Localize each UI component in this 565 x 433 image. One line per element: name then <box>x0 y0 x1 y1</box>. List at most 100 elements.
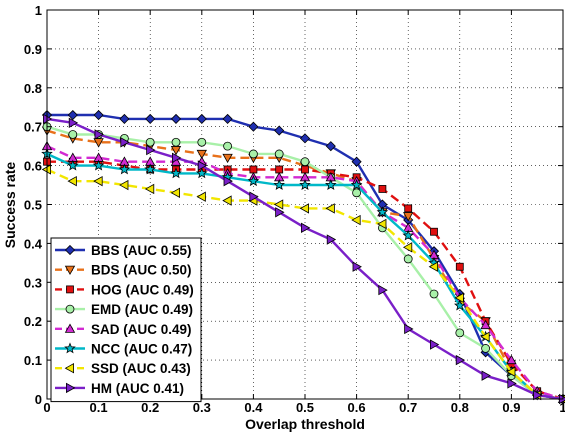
x-axis-title: Overlap threshold <box>245 416 365 432</box>
data-point <box>93 175 103 187</box>
data-point <box>430 227 438 236</box>
legend-item: SSD (AUC 0.43) <box>55 361 191 376</box>
data-point <box>146 144 156 156</box>
data-point <box>352 261 362 272</box>
data-point <box>429 289 439 299</box>
data-point <box>196 113 207 124</box>
data-point <box>68 117 79 128</box>
data-point <box>67 159 79 171</box>
x-tick-label: 0.3 <box>193 400 211 415</box>
data-point <box>377 218 387 230</box>
data-point <box>301 165 309 174</box>
data-point <box>507 378 517 389</box>
data-point <box>454 299 466 311</box>
data-point <box>67 175 77 187</box>
data-point <box>402 229 414 241</box>
x-tick-label: 0.9 <box>502 400 520 415</box>
series-line <box>46 129 564 401</box>
y-tick-label: 0.9 <box>24 42 42 57</box>
x-tick-label: 0.8 <box>451 400 469 415</box>
data-point <box>506 366 516 377</box>
y-tick-label: 1 <box>35 3 42 18</box>
legend-item: BBS (AUC 0.55) <box>55 243 192 258</box>
data-point <box>351 156 362 167</box>
data-point <box>275 207 285 218</box>
y-tick-label: 0.8 <box>24 81 42 96</box>
data-point <box>247 175 260 187</box>
data-point <box>222 113 233 124</box>
data-point <box>403 254 413 264</box>
data-point <box>67 109 78 121</box>
data-point <box>533 389 543 401</box>
data-point <box>249 191 259 202</box>
legend-item: BDS (AUC 0.50) <box>55 263 192 278</box>
data-point <box>274 149 284 159</box>
data-point <box>378 185 387 193</box>
series-line <box>46 145 564 401</box>
data-point <box>454 292 464 304</box>
legend-swatch-marker <box>64 323 76 333</box>
data-point <box>325 178 337 190</box>
data-point <box>170 113 182 124</box>
legend-label: EMD (AUC 0.49) <box>91 302 193 317</box>
data-point <box>170 187 181 199</box>
data-point <box>222 153 233 164</box>
data-point <box>144 183 155 195</box>
data-point <box>481 370 491 381</box>
y-tick-label: 0.1 <box>24 353 42 368</box>
data-point <box>455 328 465 338</box>
legend-label: HM (AUC 0.41) <box>91 381 184 396</box>
legend-label: BBS (AUC 0.55) <box>91 243 192 258</box>
data-point <box>325 203 335 214</box>
data-point <box>299 178 311 190</box>
x-tick-label: 1 <box>559 400 565 415</box>
y-tick-label: 0.3 <box>24 275 42 290</box>
data-point <box>403 212 414 222</box>
legend-swatch-marker <box>65 304 75 314</box>
legend-swatch-marker <box>64 265 76 276</box>
x-tick-label: 0.5 <box>296 400 314 415</box>
legend-label: SSD (AUC 0.43) <box>91 361 191 376</box>
data-point <box>299 203 310 214</box>
data-point <box>352 188 362 198</box>
x-tick-label: 0.6 <box>348 400 366 415</box>
data-point <box>119 179 129 191</box>
data-point <box>94 129 104 140</box>
legend-item: HOG (AUC 0.49) <box>55 282 194 297</box>
legend-swatch-marker <box>64 244 76 256</box>
data-point <box>481 344 491 353</box>
data-point <box>68 130 78 139</box>
x-tick-label: 0.7 <box>399 400 417 415</box>
data-point <box>222 195 232 206</box>
legend-item: HM (AUC 0.41) <box>55 381 184 396</box>
legend-swatch-marker <box>66 285 74 294</box>
data-point <box>273 178 285 190</box>
data-point <box>92 159 105 171</box>
data-point <box>119 113 130 124</box>
data-point <box>300 222 311 234</box>
data-point <box>249 165 258 174</box>
data-point <box>223 141 233 151</box>
data-point <box>144 163 156 175</box>
legend-swatch-marker <box>64 342 76 354</box>
x-tick-label: 0.1 <box>90 400 108 415</box>
data-point <box>118 163 131 175</box>
y-tick-label: 0.4 <box>24 236 43 251</box>
data-point <box>429 339 440 350</box>
y-tick-label: 0.2 <box>24 314 42 329</box>
legend-label: BDS (AUC 0.50) <box>91 263 192 278</box>
data-point <box>196 167 208 179</box>
y-tick-label: 0.6 <box>24 159 42 174</box>
data-point <box>402 242 413 253</box>
data-point <box>248 149 258 159</box>
data-point <box>248 121 259 132</box>
data-point <box>350 178 363 190</box>
legend-item: SAD (AUC 0.49) <box>55 322 192 337</box>
data-point <box>428 261 439 272</box>
legend-item: NCC (AUC 0.47) <box>55 342 192 357</box>
data-point <box>275 165 284 174</box>
data-point <box>170 167 182 179</box>
data-point <box>404 204 413 213</box>
data-point <box>93 109 104 121</box>
